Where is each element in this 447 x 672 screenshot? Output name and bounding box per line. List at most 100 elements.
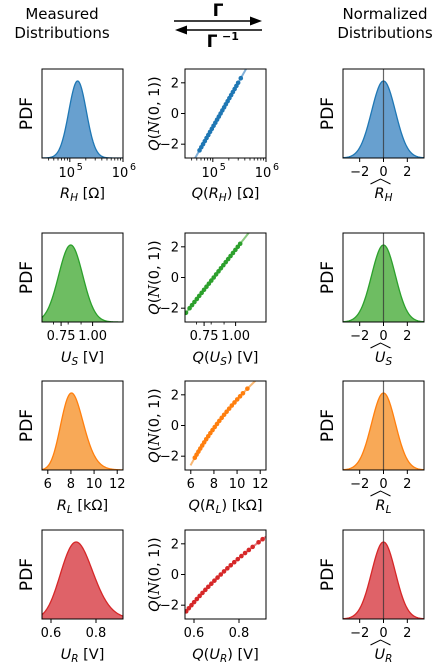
- x-tick-label: 2: [403, 165, 411, 180]
- quantile-point: [194, 596, 200, 602]
- x-tick-label: 10: [59, 166, 76, 181]
- y-axis-label: PDF: [17, 97, 37, 130]
- hat-accent: [370, 342, 391, 349]
- x-axis-label: Q(US) [V]: [193, 350, 259, 368]
- quantile-point: [238, 75, 244, 81]
- x-tick-label: 12: [252, 477, 269, 492]
- axes-frame: [41, 68, 124, 159]
- panel-2-2: PDF −2 0 2 RL: [318, 380, 425, 516]
- header-right: Normalized Distributions: [337, 5, 433, 42]
- x-tick-label: 1.00: [221, 329, 250, 344]
- pdf-area: [42, 393, 123, 470]
- header-left-line2: Distributions: [14, 24, 110, 42]
- x-tick-label: 0.75: [190, 329, 219, 344]
- x-tick-label: 0: [379, 165, 387, 180]
- x-tick-label: 0: [379, 329, 387, 344]
- x-tick-label: 0.8: [229, 626, 250, 641]
- quantile-point: [226, 406, 232, 411]
- pdf-curve: [42, 392, 123, 470]
- y-tick-label: 2: [171, 76, 179, 91]
- axes-frame: [41, 529, 124, 620]
- panel-1-0: PDF 0.75 1.00 US [V]: [17, 232, 124, 368]
- y-tick-label: 0: [171, 271, 179, 286]
- x-tick-label: 10: [255, 166, 272, 181]
- y-tick-label: 0: [171, 107, 179, 122]
- axes-frame: [184, 380, 267, 471]
- y-axis-label: Q(N(0, 1)): [147, 388, 163, 462]
- x-tick-exponent: 5: [77, 162, 83, 173]
- header-right-line1: Normalized: [342, 5, 427, 23]
- hat-accent: [370, 178, 391, 185]
- pdf-area: [42, 245, 123, 322]
- transform-arrows: Γ Γ −1: [174, 1, 262, 52]
- quantile-point: [200, 590, 205, 596]
- x-tick-label: 1.00: [78, 329, 107, 344]
- x-tick-label: 10: [202, 166, 219, 181]
- hat-accent: [370, 639, 391, 646]
- x-tick-label: −2: [350, 477, 369, 492]
- quantile-point: [221, 412, 227, 418]
- axes-frame: [184, 232, 267, 323]
- x-tick-exponent: 6: [273, 162, 279, 173]
- y-tick-label: 0: [171, 419, 179, 434]
- x-axis-label: UR: [375, 647, 393, 665]
- pdf-area: [42, 542, 123, 619]
- y-axis-label: Q(N(0, 1)): [147, 537, 163, 611]
- quantile-point: [185, 310, 189, 316]
- x-tick-exponent: 5: [220, 162, 226, 173]
- quantile-point: [225, 566, 230, 571]
- quantile-point: [221, 569, 227, 574]
- quantile-point: [215, 575, 220, 580]
- panel-3-1: −2 0 2 Q(N(0, 1)) 0.6 0.8 Q(UR) [V]: [147, 529, 267, 665]
- y-tick-label: 2: [171, 537, 179, 552]
- quantile-point: [206, 584, 211, 590]
- y-axis-label: PDF: [17, 409, 37, 442]
- y-axis-label: Q(N(0, 1)): [147, 240, 163, 314]
- quantile-point: [239, 553, 244, 559]
- y-tick-label: 2: [171, 240, 179, 255]
- quantile-point: [224, 409, 229, 414]
- axes-frame: [184, 68, 267, 159]
- quantile-point: [237, 394, 243, 399]
- quantile-point: [240, 390, 246, 396]
- quantile-point: [234, 397, 240, 402]
- header-left: Measured Distributions: [14, 5, 110, 42]
- quantile-point: [237, 241, 243, 247]
- quantile-point: [242, 550, 248, 556]
- pdf-curve: [42, 541, 123, 617]
- quantile-curve: [185, 535, 266, 615]
- panel-3-0: PDF 0.6 0.8 UR [V]: [17, 529, 124, 665]
- quantile-point: [245, 386, 250, 391]
- x-tick-label: 8: [210, 477, 218, 492]
- y-axis-label: PDF: [318, 558, 338, 591]
- y-tick-label: −2: [160, 138, 179, 153]
- x-tick-label: 6: [187, 477, 195, 492]
- x-axis-label: RH [Ω]: [60, 186, 105, 204]
- panel-1-1: −2 0 2 Q(N(0, 1)) 0.75 1.00 Q(US) [V]: [147, 232, 267, 368]
- x-axis-label: Q(RH) [Ω]: [192, 186, 260, 204]
- quantile-point: [232, 400, 237, 405]
- panel-0-2: PDF −2 0 2 RH: [318, 68, 425, 204]
- inverse-arrow-head: [175, 25, 187, 35]
- x-tick-label: 10: [112, 166, 129, 181]
- y-axis-label: PDF: [17, 558, 37, 591]
- panel-1-2: PDF −2 0 2 US: [318, 232, 425, 368]
- x-tick-label: −2: [350, 626, 369, 641]
- x-tick-label: 0.8: [86, 626, 107, 641]
- x-tick-label: 0.6: [41, 626, 62, 641]
- x-axis-label: RH: [375, 186, 393, 204]
- quantile-point: [212, 578, 217, 583]
- quantile-point: [246, 547, 252, 553]
- quantile-point: [218, 572, 224, 577]
- inverse-transform-exponent: −1: [222, 30, 239, 43]
- quantile-point: [191, 599, 197, 605]
- forward-arrow-head: [250, 16, 262, 26]
- quantile-point: [235, 556, 241, 562]
- quantile-curve: [189, 381, 257, 466]
- x-axis-label: US [V]: [61, 350, 104, 368]
- header-right-line2: Distributions: [337, 24, 433, 42]
